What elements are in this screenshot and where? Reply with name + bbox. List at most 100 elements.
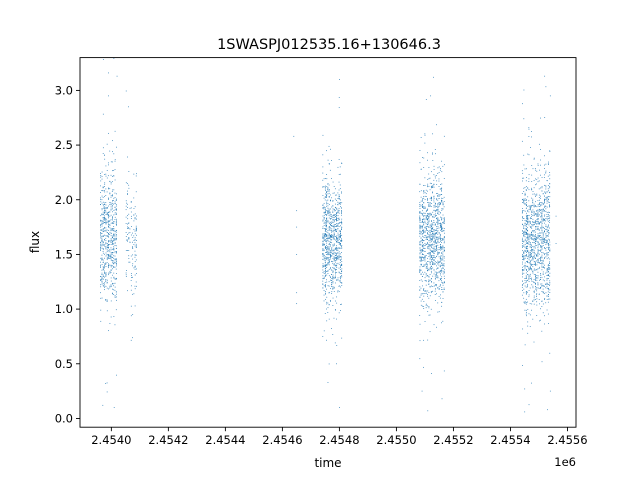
data-point — [423, 289, 425, 290]
data-point — [125, 209, 127, 211]
data-point — [542, 285, 544, 287]
data-point — [108, 198, 109, 200]
data-point — [529, 257, 531, 258]
data-point — [106, 391, 108, 393]
data-point — [535, 279, 536, 281]
y-tick-label: 0.0 — [55, 411, 73, 425]
data-point — [529, 255, 531, 256]
data-point — [545, 302, 547, 304]
data-point — [528, 205, 530, 207]
data-point — [125, 250, 127, 251]
data-point — [134, 274, 136, 276]
data-point — [433, 197, 435, 199]
data-point — [112, 218, 113, 220]
data-point — [546, 284, 548, 285]
data-point — [419, 286, 421, 288]
data-point — [437, 204, 439, 206]
data-point — [425, 243, 427, 245]
data-point — [429, 285, 431, 287]
data-point — [101, 243, 103, 245]
data-point — [538, 197, 540, 199]
data-point — [338, 255, 340, 256]
data-point — [546, 228, 548, 230]
data-point — [100, 226, 102, 228]
data-point — [433, 221, 435, 223]
data-point — [529, 233, 531, 235]
data-point — [531, 232, 532, 234]
data-point — [326, 234, 328, 236]
data-point — [113, 230, 115, 232]
data-point — [425, 307, 427, 309]
data-point — [431, 220, 432, 222]
data-point — [328, 233, 330, 234]
data-point — [340, 235, 341, 237]
data-point — [523, 232, 525, 234]
data-point — [331, 255, 333, 257]
data-point — [525, 280, 527, 282]
data-point — [544, 198, 546, 200]
data-point — [102, 205, 104, 207]
data-point — [540, 287, 542, 289]
data-point — [132, 337, 133, 339]
data-point — [526, 205, 527, 207]
data-point — [102, 269, 104, 271]
data-point — [440, 246, 441, 248]
data-point — [427, 198, 428, 199]
data-point — [434, 232, 436, 234]
data-point — [128, 261, 130, 263]
data-point — [431, 373, 432, 374]
data-point — [334, 188, 336, 190]
data-point — [113, 189, 115, 191]
data-point — [531, 255, 532, 257]
data-point — [546, 295, 548, 297]
data-point — [114, 231, 116, 233]
data-point — [433, 199, 435, 201]
data-point — [533, 249, 535, 251]
data-point — [431, 256, 432, 258]
data-point — [428, 297, 430, 299]
data-point — [525, 226, 527, 227]
data-point — [331, 236, 332, 238]
data-point — [338, 258, 340, 260]
data-point — [332, 282, 334, 284]
data-point — [442, 238, 444, 239]
data-point — [537, 282, 539, 284]
data-point — [549, 212, 550, 213]
data-point — [432, 228, 433, 230]
data-point — [542, 239, 544, 241]
data-point — [424, 199, 426, 201]
data-point — [327, 183, 329, 185]
data-point — [441, 289, 442, 290]
data-point — [327, 191, 329, 193]
data-point — [338, 202, 340, 204]
data-point — [432, 263, 433, 265]
data-point — [105, 243, 107, 245]
data-point — [547, 265, 549, 267]
data-point — [532, 225, 534, 227]
data-point — [104, 217, 106, 218]
data-point — [326, 193, 327, 195]
data-point — [112, 204, 113, 206]
data-point — [438, 180, 440, 182]
data-point — [429, 230, 431, 232]
data-point — [328, 236, 330, 238]
data-point — [541, 247, 543, 248]
data-point — [546, 247, 548, 248]
x-tick-label: 2.4556 — [547, 433, 587, 447]
data-point — [115, 193, 117, 195]
data-point — [125, 274, 127, 276]
data-point — [524, 194, 526, 196]
data-point — [422, 204, 423, 206]
data-point — [424, 279, 426, 281]
data-point — [113, 263, 115, 264]
data-point — [419, 225, 421, 226]
data-point — [328, 241, 330, 242]
data-point — [443, 218, 445, 220]
data-point — [132, 237, 134, 238]
data-point — [106, 243, 108, 244]
data-point — [523, 258, 525, 260]
data-point — [421, 213, 423, 215]
data-point — [428, 281, 430, 283]
data-point — [524, 224, 526, 226]
data-point — [109, 211, 111, 213]
